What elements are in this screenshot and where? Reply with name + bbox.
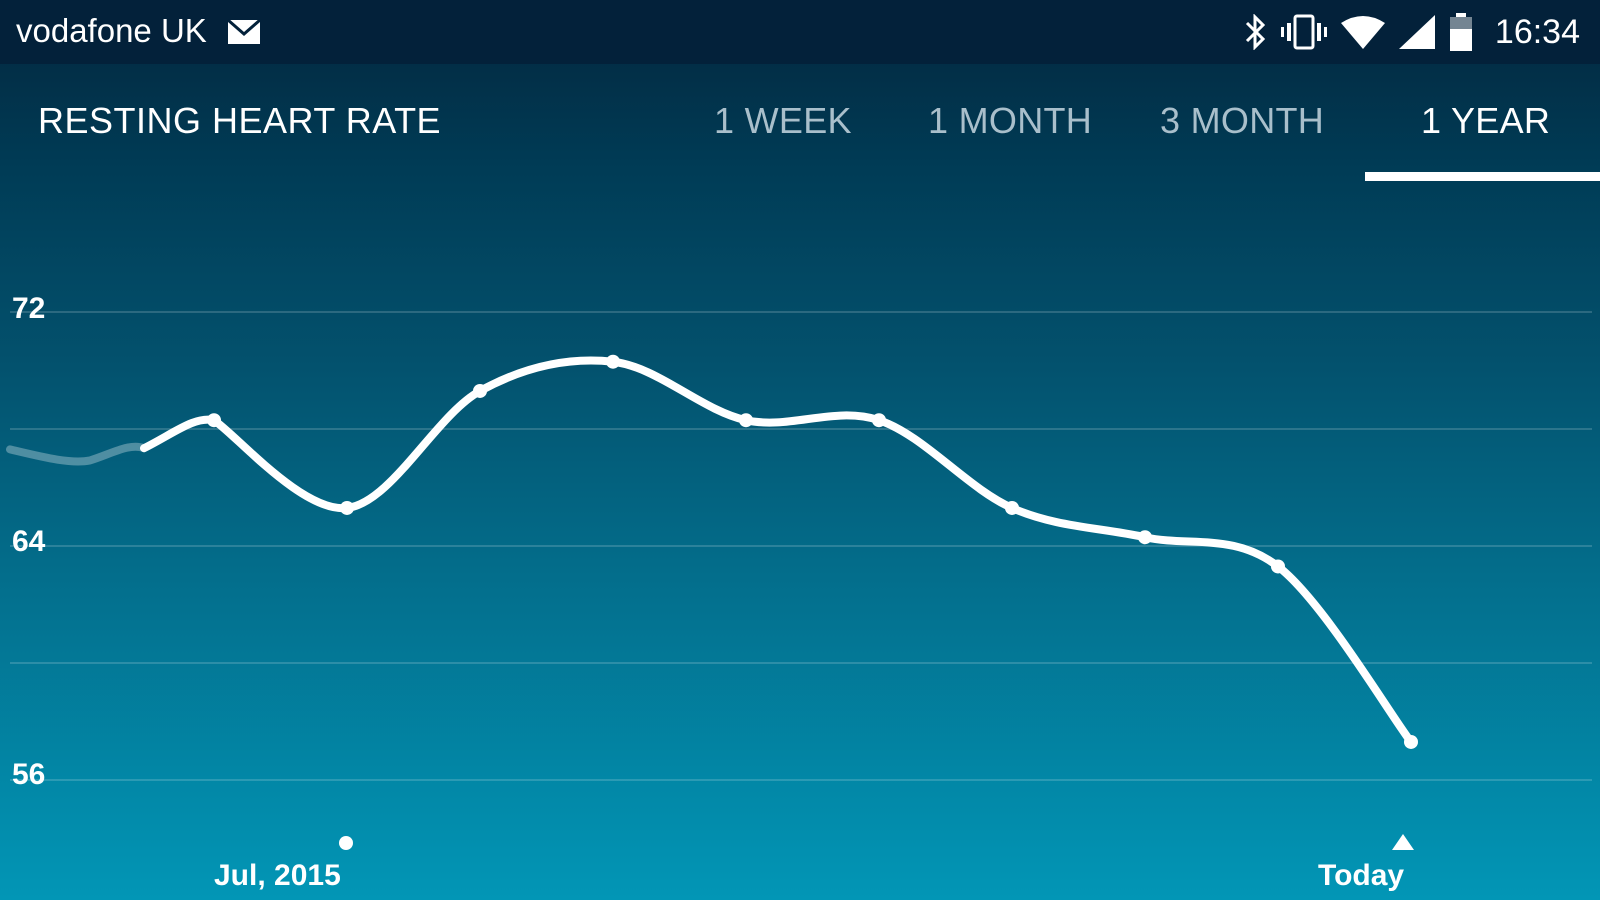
mail-icon [227, 18, 261, 44]
chart-points [207, 354, 1418, 749]
tab-1-year[interactable]: 1 YEAR [1421, 100, 1551, 141]
tab-3-month[interactable]: 3 MONTH [1160, 100, 1325, 141]
chart-data-point [1404, 734, 1418, 749]
signal-icon [1398, 15, 1435, 49]
chart-data-point [739, 413, 753, 428]
chart-data-point [473, 383, 487, 398]
wifi-icon [1340, 16, 1385, 49]
chart-leading-line [6, 442, 148, 466]
chart-data-point [1271, 559, 1285, 574]
jul-2015-marker [339, 836, 353, 850]
today-marker-icon [1392, 834, 1414, 850]
chart-data-point [606, 354, 620, 369]
x-label-today: Today [1318, 859, 1405, 892]
chart-series-line [140, 356, 1415, 746]
chart-data-point [1138, 530, 1152, 545]
range-header: RESTING HEART RATE 1 WEEK 1 MONTH 3 MONT… [0, 64, 1600, 184]
chart-data-point [1005, 500, 1019, 515]
tab-1-month[interactable]: 1 MONTH [928, 100, 1093, 141]
bluetooth-icon [1245, 14, 1266, 50]
chart-grid [10, 311, 1592, 781]
chart-data-point [207, 413, 221, 428]
status-icons: 16:34 [1243, 10, 1580, 54]
vibrate-icon [1280, 14, 1327, 50]
y-tick-label: 72 [12, 292, 46, 325]
x-label-jul-2015: Jul, 2015 [214, 859, 341, 892]
page-title: RESTING HEART RATE [38, 100, 442, 141]
tab-1-week[interactable]: 1 WEEK [714, 100, 852, 141]
clock: 16:34 [1494, 12, 1580, 51]
y-tick-label: 56 [12, 758, 46, 791]
chart-data-point [340, 500, 354, 515]
status-bar: vodafone UK 16:34 [0, 0, 1600, 64]
active-tab-indicator [1365, 172, 1600, 181]
battery-icon [1449, 13, 1472, 51]
y-tick-label: 64 [12, 525, 46, 558]
chart-data-point [872, 413, 886, 428]
carrier-label: vodafone UK [16, 12, 207, 49]
